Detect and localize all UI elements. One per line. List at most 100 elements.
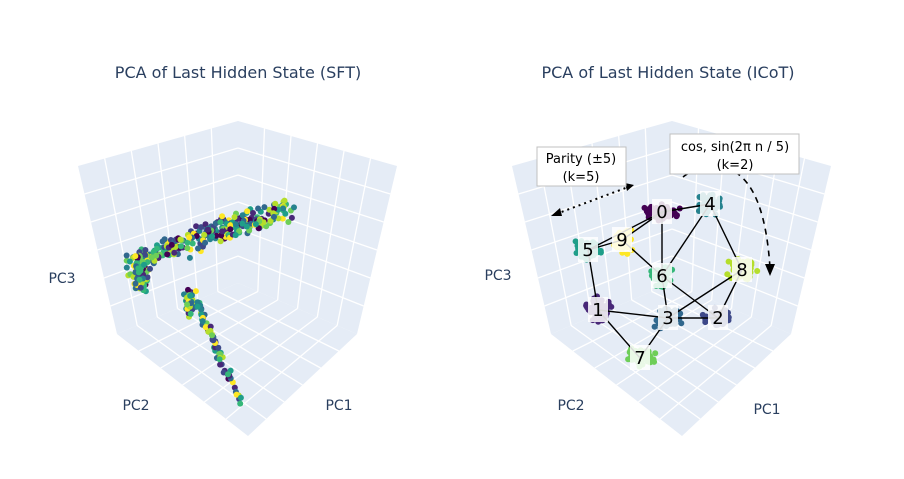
cluster-label-box <box>630 345 650 370</box>
sft-point <box>282 210 289 217</box>
sft-point <box>252 221 259 228</box>
sft-point <box>184 239 191 246</box>
sft-point <box>250 210 256 216</box>
sft-point <box>288 214 295 221</box>
sft-point <box>210 337 217 344</box>
sft-back-right-pane <box>238 121 397 334</box>
sft-point <box>255 205 262 212</box>
sft-point <box>291 204 297 211</box>
cluster-label-box <box>652 199 672 224</box>
sft-point <box>261 204 268 211</box>
icot-title: PCA of Last Hidden State (ICoT) <box>541 63 794 82</box>
icot-edge-1-3 <box>597 309 669 319</box>
sft-point <box>187 310 194 317</box>
sft-point <box>285 219 292 225</box>
sft-point <box>186 234 193 241</box>
sft-point <box>136 276 143 283</box>
sft-3d-scene[interactable]: PCA of Last Hidden State (SFT) PC3 PC2 P… <box>48 63 397 436</box>
sft-point <box>132 253 139 260</box>
cos-sin-annotation-line2: (k=2) <box>717 158 754 173</box>
sft-point <box>193 223 200 230</box>
sft-point <box>205 226 211 233</box>
icot-3d-scene[interactable]: PCA of Last Hidden State (ICoT) PC3 PC2 … <box>484 63 831 436</box>
cos-sin-annotation: cos, sin(2π n / 5) (k=2) <box>669 133 800 175</box>
sft-point <box>271 213 277 220</box>
sft-point <box>178 243 184 250</box>
sft-point <box>219 228 226 235</box>
sft-point <box>132 280 139 287</box>
sft-point <box>123 252 130 259</box>
cluster-label-box <box>658 305 678 330</box>
cluster-label-box <box>588 297 608 322</box>
icot-axis-pc2: PC2 <box>557 398 584 414</box>
gridline <box>659 325 772 420</box>
gridline <box>544 255 673 307</box>
sft-point <box>141 251 148 258</box>
sft-point <box>137 284 144 291</box>
sft-point <box>280 205 287 212</box>
cluster-label-box <box>700 191 720 216</box>
cluster-label-text: 1 <box>592 300 603 321</box>
sft-point <box>266 206 273 213</box>
icot-point-0 <box>645 206 652 213</box>
sft-axis-pc3: PC3 <box>48 271 75 287</box>
sft-point <box>194 303 201 310</box>
sft-point <box>164 251 171 258</box>
sft-point <box>189 240 196 247</box>
sft-point <box>227 226 234 233</box>
sft-point <box>225 371 231 378</box>
sft-point <box>168 241 175 248</box>
sft-point <box>198 224 205 231</box>
gridline <box>237 255 364 307</box>
sft-title: PCA of Last Hidden State (SFT) <box>115 63 361 82</box>
sft-point <box>219 213 226 220</box>
icot-cluster-labels: 0 1 2 3 4 5 6 7 8 9 <box>578 191 752 370</box>
cluster-label-7: 7 <box>630 345 650 370</box>
cluster-label-box <box>612 227 632 252</box>
cluster-label-5: 5 <box>578 237 598 262</box>
parity-arrow <box>551 183 634 216</box>
cos-sin-annotation-line1: cos, sin(2π n / 5) <box>681 140 789 155</box>
icot-edge-3-8 <box>667 269 743 319</box>
sft-point <box>195 245 201 252</box>
sft-axis-pc1: PC1 <box>325 398 352 414</box>
sft-point <box>187 292 194 299</box>
icot-point-3 <box>678 320 685 327</box>
cluster-label-text: 0 <box>656 202 667 223</box>
sft-point <box>186 254 193 261</box>
sft-point <box>231 214 238 221</box>
sft-point <box>239 220 246 227</box>
cluster-label-text: 3 <box>662 308 673 329</box>
gridline <box>110 255 239 307</box>
cluster-label-text: 9 <box>616 230 627 251</box>
cluster-label-2: 2 <box>708 305 728 330</box>
cluster-label-4: 4 <box>700 191 720 216</box>
sft-point <box>272 200 279 207</box>
sft-point <box>148 254 155 261</box>
sft-point <box>192 288 199 295</box>
sft-point <box>244 208 251 215</box>
sft-point-cloud <box>123 197 297 407</box>
cluster-label-1: 1 <box>588 297 608 322</box>
sft-point <box>141 261 147 268</box>
parity-annotation-line1: Parity (±5) <box>546 152 616 167</box>
cluster-label-6: 6 <box>652 263 672 288</box>
icot-point-9 <box>624 250 631 257</box>
sft-point <box>199 318 206 325</box>
sft-point <box>232 221 239 228</box>
cluster-label-text: 8 <box>736 260 747 281</box>
parity-annotation: Parity (±5) (k=5) <box>536 146 627 187</box>
cluster-label-box <box>652 263 672 288</box>
sft-point <box>147 265 153 272</box>
sft-point <box>209 332 215 339</box>
gridline <box>225 325 338 420</box>
cluster-label-text: 2 <box>712 308 723 329</box>
parity-annotation-line2: (k=5) <box>563 170 600 185</box>
icot-point-0 <box>674 212 680 219</box>
sft-point <box>236 228 243 235</box>
sft-point <box>217 219 224 226</box>
sft-back-left-pane <box>78 121 238 334</box>
cluster-label-box <box>732 257 752 282</box>
sft-point <box>239 212 246 219</box>
